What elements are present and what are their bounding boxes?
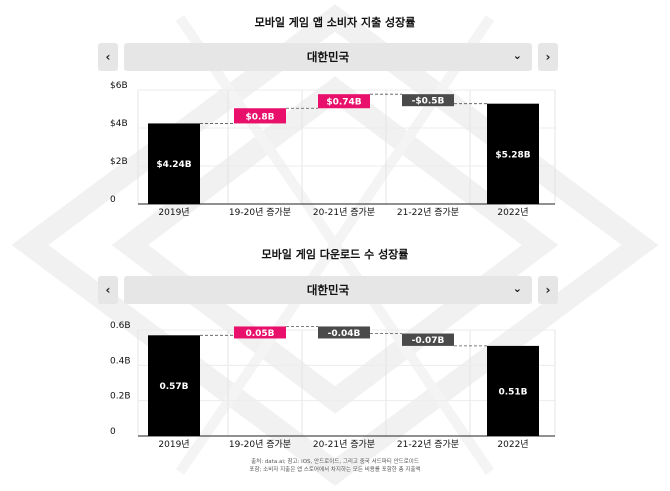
prev-country-button[interactable]: ‹: [98, 276, 118, 304]
y-tick-label: 0: [110, 427, 116, 437]
bar-0: [148, 123, 200, 204]
bar-0: [148, 335, 200, 436]
bar-4: [487, 103, 539, 204]
y-tick-label: $6B: [110, 81, 128, 91]
prev-country-button[interactable]: ‹: [98, 43, 118, 71]
x-tick-label: 20-21년 증가분: [313, 439, 375, 450]
downloads-waterfall-chart: 0 0.2B 0.4B 0.6B 0.57B 2019년 0.05B 19-20년 증가분 -0…: [110, 321, 556, 450]
y-tick-label: 0.4B: [110, 356, 131, 366]
country-dropdown-spending[interactable]: 대한민국 ⌄: [124, 43, 532, 71]
bar-1: [234, 108, 286, 124]
bar-value-label: 0.51B: [498, 387, 527, 397]
x-tick-label: 19-20년 증가분: [229, 207, 291, 218]
next-country-button[interactable]: ›: [538, 276, 558, 304]
country-selector-row-downloads: ‹ 대한민국 ⌄ ›: [98, 276, 558, 304]
country-selector-row-spending: ‹ 대한민국 ⌄ ›: [98, 43, 558, 71]
bar-value-label: -$0.5B: [412, 97, 445, 107]
chart-title-downloads: 모바일 게임 다운로드 수 성장률: [261, 248, 409, 261]
bar-1: [234, 326, 286, 339]
bar-value-label: 0.05B: [245, 329, 274, 339]
y-tick-label: $4B: [110, 119, 128, 129]
x-tick-label: 19-20년 증가분: [229, 439, 291, 450]
x-tick-label: 20-21년 증가분: [313, 207, 375, 218]
source-note: 출처: data.ai; 참고: iOS, 안드로이드, 그리고 중국 서드파티…: [0, 458, 670, 474]
bar-value-label: 0.57B: [159, 382, 188, 392]
y-tick-label: 0.6B: [110, 321, 131, 331]
y-tick-label: 0: [110, 195, 116, 205]
y-tick-label: $2B: [110, 157, 128, 167]
bar-3: [402, 94, 454, 107]
bar-value-label: $5.28B: [495, 150, 530, 160]
chart-title-spending: 모바일 게임 앱 소비자 지출 성장률: [254, 16, 416, 29]
next-country-button[interactable]: ›: [538, 43, 558, 71]
bar-value-label: -0.07B: [412, 336, 445, 346]
y-tick-label: 0.2B: [110, 392, 131, 402]
x-tick-label: 2022년: [497, 207, 528, 218]
x-tick-label: 2022년: [497, 439, 528, 450]
source-line-1: 출처: data.ai; 참고: iOS, 안드로이드, 그리고 중국 서드파티…: [251, 459, 419, 465]
selected-country: 대한민국: [306, 50, 350, 64]
bar-value-label: $0.8B: [245, 112, 274, 122]
x-tick-label: 21-22년 증가분: [397, 439, 459, 450]
bar-2: [318, 326, 370, 339]
x-tick-label: 21-22년 증가분: [397, 207, 459, 218]
bar-2: [318, 94, 370, 109]
spending-waterfall-chart: 0 $2B $4B $6B $4.24B 2019년 $0.8B 19-20년 증가분 $0.7…: [110, 81, 556, 218]
country-dropdown-downloads[interactable]: 대한민국 ⌄: [124, 276, 532, 304]
bar-value-label: $4.24B: [156, 160, 191, 170]
chevron-down-icon: ⌄: [512, 282, 522, 295]
source-line-2: 포함; 소비자 지출은 앱 스토어에서 차지하는 모든 비용를 포함한 총 지출…: [249, 467, 421, 473]
bar-3: [402, 333, 454, 346]
chevron-down-icon: ⌄: [512, 49, 522, 62]
x-tick-label: 2019년: [158, 207, 189, 218]
bar-value-label: -0.04B: [328, 329, 361, 339]
selected-country: 대한민국: [306, 283, 350, 297]
bar-4: [487, 345, 539, 436]
bar-value-label: $0.74B: [326, 98, 361, 108]
x-tick-label: 2019년: [158, 439, 189, 450]
